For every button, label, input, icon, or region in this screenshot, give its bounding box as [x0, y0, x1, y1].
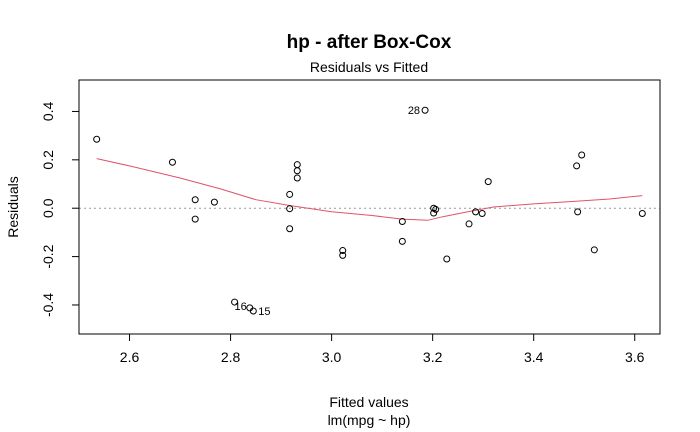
y-tick-label: -0.4: [40, 293, 56, 317]
data-point: [472, 208, 480, 216]
data-point: [339, 251, 347, 259]
data-point: [249, 307, 257, 315]
x-tick-label: 2.8: [221, 349, 241, 365]
data-point: [443, 255, 451, 263]
x-tick-label: 3.4: [524, 349, 544, 365]
data-point: [286, 190, 294, 198]
y-tick-label: 0.4: [40, 102, 56, 122]
data-point: [210, 198, 218, 206]
y-tick-label: 0.2: [40, 150, 56, 170]
data-point: [573, 162, 581, 170]
y-tick-label: -0.2: [40, 244, 56, 268]
data-point: [339, 247, 347, 255]
data-point: [398, 237, 406, 245]
x-axis-sublabel: lm(mpg ~ hp): [328, 412, 411, 428]
data-point: [465, 220, 473, 228]
point-label: 28: [408, 105, 420, 117]
x-tick-label: 3.0: [322, 349, 342, 365]
data-point: [191, 215, 199, 223]
data-point: [168, 158, 176, 166]
data-point: [191, 196, 199, 204]
x-tick-label: 3.6: [625, 349, 645, 365]
data-point: [638, 210, 646, 218]
data-point: [578, 151, 586, 159]
y-tick-label: 0.0: [40, 198, 56, 218]
data-point: [590, 246, 598, 254]
data-point: [574, 208, 582, 216]
data-point: [93, 135, 101, 143]
data-point: [430, 209, 438, 217]
data-point: [484, 178, 492, 186]
data-point: [421, 106, 429, 114]
x-axis-label: Fitted values: [329, 394, 408, 410]
data-point: [432, 205, 440, 213]
data-point: [478, 210, 486, 218]
plot-frame: [78, 79, 661, 335]
data-point: [293, 167, 301, 175]
point-label: 16: [235, 301, 247, 313]
data-point: [293, 161, 301, 169]
data-point: [231, 298, 239, 306]
x-tick-label: 3.2: [423, 349, 443, 365]
smooth-line: [96, 158, 643, 221]
data-point: [286, 225, 294, 233]
data-point: [293, 174, 301, 182]
chart-subtitle: Residuals vs Fitted: [310, 59, 428, 75]
x-axis: 2.6 2.8 3.0 3.2 3.4 3.6: [120, 333, 645, 365]
points-layer: 16 15 28: [93, 105, 646, 318]
data-point: [398, 218, 406, 226]
chart-title: hp - after Box-Cox: [287, 32, 452, 53]
point-label: 15: [258, 306, 270, 318]
data-point: [286, 205, 294, 213]
x-tick-label: 2.6: [120, 349, 140, 365]
y-axis: -0.4 -0.2 0.0 0.2 0.4: [40, 102, 80, 317]
y-axis-label: Residuals: [5, 176, 21, 237]
